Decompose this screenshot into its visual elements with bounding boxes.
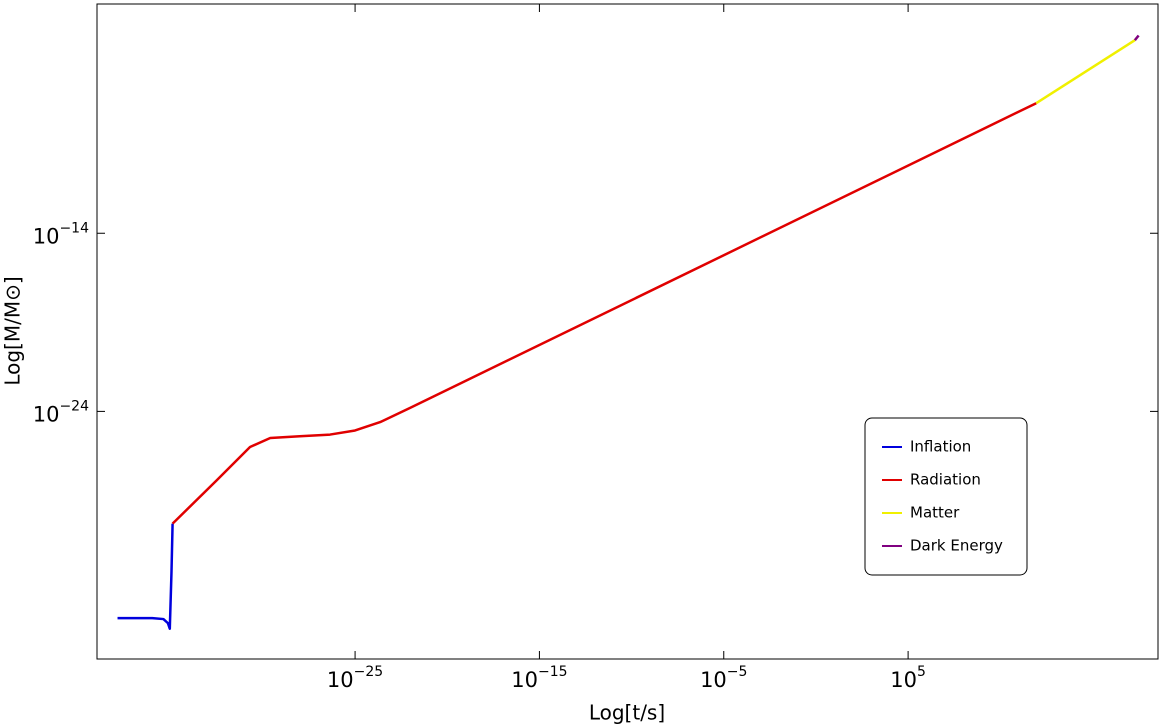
x-axis-label: Log[t/s] (589, 701, 665, 725)
x-tick-label: 10−5 (700, 664, 747, 692)
line-series (171, 102, 1037, 525)
legend-box (864, 417, 1028, 576)
legend-label: Inflation (910, 438, 971, 456)
y-tick-label: 10−24 (33, 398, 89, 426)
legend: Inflation Radiation Matter Dark Energy (864, 417, 1028, 576)
plot-frame (96, 3, 1159, 660)
legend-label: Matter (910, 504, 960, 522)
legend-label: Dark Energy (910, 537, 1003, 555)
y-axis-label: Log[M/M⊙] (1, 276, 25, 385)
x-tick-label: 10−15 (511, 664, 567, 692)
legend-label: Radiation (910, 471, 981, 489)
x-tick-label: 105 (890, 664, 926, 692)
line-series (117, 523, 174, 630)
line-series (1133, 34, 1140, 41)
y-tick-label: 10−14 (33, 220, 89, 248)
line-series (1035, 39, 1136, 105)
x-tick-label: 10−25 (327, 664, 383, 692)
